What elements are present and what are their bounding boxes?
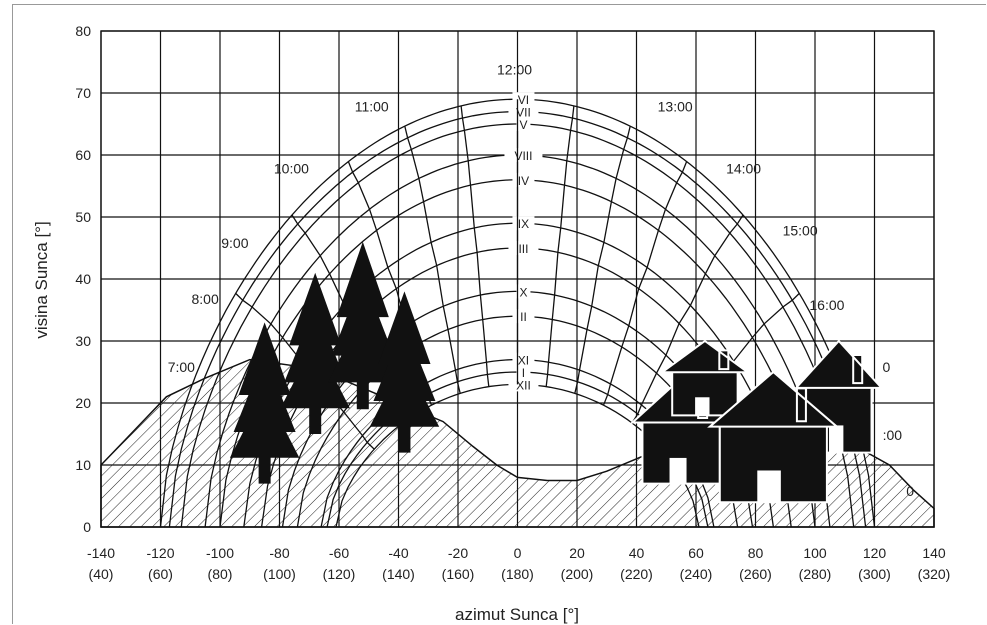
- x-tick-label: -80: [269, 545, 289, 561]
- hour-label: 8:00: [192, 291, 219, 307]
- hour-label: 7:00: [168, 359, 195, 375]
- hour-line: [460, 105, 490, 387]
- month-label: IX: [518, 217, 529, 231]
- hour-label: 10:00: [274, 161, 309, 177]
- x-tick-sublabel: (280): [799, 566, 832, 582]
- y-tick-label: 10: [75, 457, 91, 473]
- hour-line: [602, 161, 688, 406]
- month-label-bg: [516, 117, 531, 131]
- x-tick-sublabel: (40): [89, 566, 114, 582]
- month-label: XI: [518, 354, 529, 368]
- house-icon: [659, 339, 751, 417]
- x-tick-label: -60: [329, 545, 349, 561]
- x-tick-sublabel: (260): [739, 566, 772, 582]
- x-tick-label: -100: [206, 545, 234, 561]
- hour-label: 0: [883, 359, 891, 375]
- y-tick-label: 20: [75, 395, 91, 411]
- x-tick-label: 120: [863, 545, 887, 561]
- x-tick-sublabel: (160): [442, 566, 475, 582]
- x-tick-sublabel: (80): [208, 566, 233, 582]
- y-tick-label: 60: [75, 147, 91, 163]
- y-axis-title: visina Sunca [°]: [32, 221, 51, 338]
- house-door: [669, 457, 687, 484]
- hour-label: 15:00: [783, 223, 818, 239]
- x-tick-sublabel: (180): [501, 566, 534, 582]
- month-label: III: [518, 242, 528, 256]
- x-tick-label: 100: [803, 545, 827, 561]
- month-label: XII: [516, 378, 531, 392]
- y-tick-label: 70: [75, 85, 91, 101]
- hour-label: 14:00: [726, 161, 761, 177]
- y-tick-label: 30: [75, 333, 91, 349]
- house-door: [695, 397, 710, 416]
- hour-line: [545, 105, 575, 387]
- x-tick-sublabel: (60): [148, 566, 173, 582]
- y-tick-label: 0: [83, 519, 91, 535]
- x-tick-sublabel: (140): [382, 566, 415, 582]
- hour-label: 0: [906, 483, 914, 499]
- x-tick-sublabel: (300): [858, 566, 891, 582]
- month-label: IV: [518, 174, 529, 188]
- month-label: VII: [516, 106, 531, 120]
- tree-icon: [328, 241, 398, 410]
- tree-icon: [369, 291, 440, 453]
- hour-label: 12:00: [497, 61, 532, 77]
- y-tick-label: 50: [75, 209, 91, 225]
- x-tick-sublabel: (120): [323, 566, 356, 582]
- obstacles: [229, 241, 884, 504]
- x-tick-label: 40: [629, 545, 645, 561]
- x-tick-label: 80: [748, 545, 764, 561]
- y-tick-label: 80: [75, 23, 91, 39]
- x-axis-title: azimut Sunca [°]: [455, 605, 579, 624]
- month-label-bg: [508, 104, 539, 119]
- house-door: [757, 470, 781, 503]
- month-label-bg: [516, 365, 531, 379]
- x-tick-label: -140: [87, 545, 115, 561]
- hour-line: [631, 214, 744, 424]
- x-tick-label: -40: [388, 545, 408, 561]
- month-label-bg: [504, 148, 543, 162]
- x-tick-label: -20: [448, 545, 468, 561]
- x-tick-sublabel: (320): [918, 566, 951, 582]
- month-label: II: [520, 310, 527, 324]
- hour-line: [574, 126, 631, 394]
- hour-lines: 7:00 8:00 9:00 10:00 11:00 12:00 13:00 14:00 15:…: [168, 61, 915, 499]
- tree-icon: [229, 322, 300, 484]
- x-tick-sublabel: (220): [620, 566, 653, 582]
- month-label: VI: [518, 93, 529, 107]
- x-tick-label: -120: [146, 545, 174, 561]
- month-label: X: [519, 285, 527, 299]
- chart-frame: [12, 4, 986, 624]
- house-icon: [707, 370, 840, 504]
- tick-labels: 0 10 20 30 40 50 60 70 80 -140 (40) -120 (60) -100 (80…: [75, 23, 950, 582]
- x-tick-label: 0: [514, 545, 522, 561]
- hour-label: 16:00: [809, 297, 844, 313]
- tree-icon: [280, 272, 350, 434]
- month-label-bg: [516, 284, 531, 299]
- y-tick-label: 40: [75, 271, 91, 287]
- x-tick-label: 20: [569, 545, 585, 561]
- month-label-bg: [508, 241, 539, 255]
- month-label: VIII: [514, 149, 532, 163]
- month-label: I: [522, 366, 525, 380]
- x-tick-label: 140: [922, 545, 946, 561]
- hour-line: [404, 126, 461, 394]
- hour-label: 11:00: [355, 99, 389, 115]
- x-tick-sublabel: (200): [561, 566, 594, 582]
- hour-label: 9:00: [221, 235, 248, 251]
- x-tick-label: 60: [688, 545, 704, 561]
- house-door: [828, 425, 844, 453]
- hour-label: :00: [883, 427, 903, 443]
- month-label: V: [519, 118, 527, 132]
- hour-label: 13:00: [658, 99, 693, 115]
- x-tick-sublabel: (100): [263, 566, 296, 582]
- month-label-bg: [508, 377, 539, 392]
- x-tick-sublabel: (240): [680, 566, 713, 582]
